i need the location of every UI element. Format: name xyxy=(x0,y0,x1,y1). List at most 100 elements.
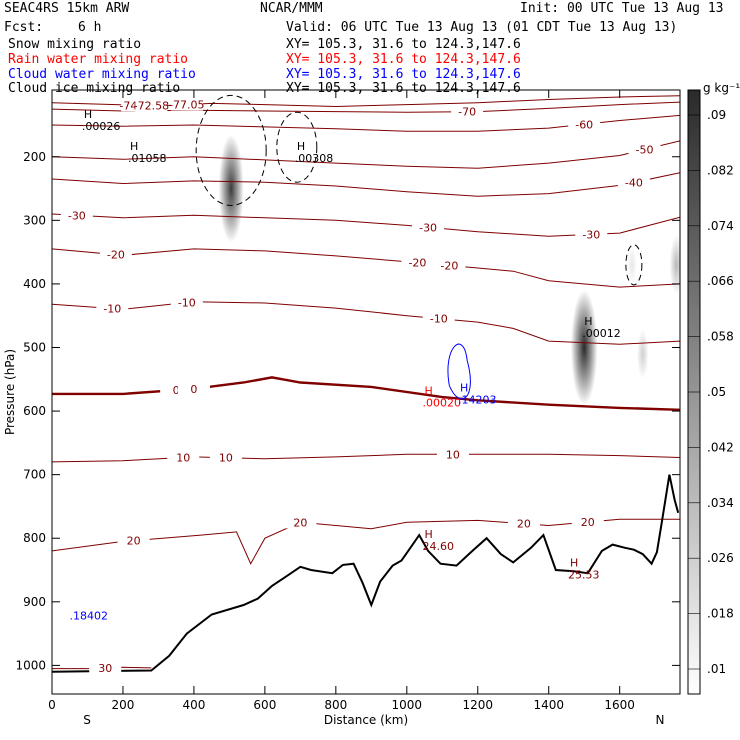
x-tick-label-2: 400 xyxy=(182,698,205,712)
extrema-mark-2: H xyxy=(297,140,305,153)
isotherm-label-bg-7 xyxy=(60,209,93,222)
extrema-value-6: .00020 xyxy=(423,397,462,410)
colorbar-level-5: .05 xyxy=(707,385,726,399)
isotherm--40-4 xyxy=(52,172,680,197)
extrema-mark-5: H xyxy=(570,556,578,569)
y-tick-label-8: 1000 xyxy=(15,658,46,672)
isotherm-label-bg-22 xyxy=(117,534,150,547)
extrema-value-4: 24.60 xyxy=(423,540,455,553)
field-name-cloud-ice: Cloud ice mixing ratio xyxy=(8,81,181,96)
extrema-mark-0: H xyxy=(84,108,92,121)
isotherm-label-bg-12 xyxy=(433,259,466,272)
isotherm-label-bg-21 xyxy=(284,516,317,529)
north-end-label: N xyxy=(656,713,665,727)
y-axis-label: Pressure (hPa) xyxy=(3,349,17,435)
axes: 0 200 400 600 800 1000 1200 1400 160020030040050… xyxy=(3,89,681,727)
isotherm--20-6 xyxy=(52,248,680,288)
forecast-label: Fcst: xyxy=(4,20,44,35)
isotherm-label-15: -10 xyxy=(430,313,448,326)
isotherm-label-bg-11 xyxy=(401,256,434,269)
isotherm-label-bg-10 xyxy=(99,248,132,261)
isotherm-label-bg-2 xyxy=(135,99,168,112)
x-tick-label-4: 800 xyxy=(324,698,347,712)
extrema-mark-3: H xyxy=(584,315,592,328)
isotherm-label-18: 10 xyxy=(176,451,190,464)
x-tick-label-1: 200 xyxy=(112,698,135,712)
isotherm-label-bg-9 xyxy=(575,228,608,241)
isotherm-label-4: -60 xyxy=(575,118,593,131)
field-name-rain: Rain water mixing ratio xyxy=(8,52,189,67)
colorbar-level-4: .042 xyxy=(707,440,734,454)
snow-max-1 xyxy=(570,289,598,406)
isotherm-label-19: 10 xyxy=(219,452,233,465)
extrema-value-7: .14203 xyxy=(458,394,497,407)
isotherm-label-6: -40 xyxy=(625,176,643,189)
y-tick-label-6: 800 xyxy=(23,531,46,545)
ice-contour-0 xyxy=(195,94,267,206)
extrema-value-8: .18402 xyxy=(70,610,109,623)
y-tick-label-5: 700 xyxy=(23,468,46,482)
plot-frame xyxy=(51,89,681,695)
y-tick-label-3: 500 xyxy=(23,340,46,354)
extrema-value-3: .00012 xyxy=(582,327,621,340)
extrema-mark-7: H xyxy=(460,382,468,395)
isotherm-label-25: 30 xyxy=(98,662,112,675)
x-tick-label-7: 1400 xyxy=(533,698,564,712)
isotherm-label-bg-13 xyxy=(96,302,129,315)
valid-time: Valid: 06 UTC Tue 13 Aug 13 (01 CDT Tue … xyxy=(286,20,678,35)
colorbar-level-1: .018 xyxy=(707,607,734,621)
extrema-mark-6: H xyxy=(425,385,433,398)
extrema-mark-1: H xyxy=(130,140,138,153)
isotherm-label-bg-5 xyxy=(628,143,661,156)
isotherm-label-bg-24 xyxy=(571,516,604,529)
x-tick-label-3: 600 xyxy=(253,698,276,712)
isotherm-10-9 xyxy=(52,453,680,463)
isotherm-label-bg-17 xyxy=(177,382,210,395)
x-tick-label-6: 1200 xyxy=(462,698,493,712)
organization-label: NCAR/MMM xyxy=(260,1,323,16)
colorbar-level-0: .01 xyxy=(707,662,726,676)
isotherm-label-14: -10 xyxy=(178,296,196,309)
colorbar-level-9: .082 xyxy=(707,163,734,177)
terrain-line xyxy=(52,474,680,673)
colorbar-level-6: .058 xyxy=(707,330,734,344)
x-axis-label: Distance (km) xyxy=(324,713,408,727)
isotherm-label-bg-6 xyxy=(617,176,650,189)
extrema-value-5: 25.53 xyxy=(568,568,600,581)
y-tick-label-1: 300 xyxy=(23,213,46,227)
field-xy-snow: XY= 105.3, 31.6 to 124.3,147.6 xyxy=(286,37,521,52)
colorbar-level-8: .074 xyxy=(707,219,734,233)
isotherm-label-10: -20 xyxy=(107,249,125,262)
isotherm--50-3 xyxy=(52,140,680,169)
isotherm-label-9: -30 xyxy=(582,228,600,241)
colorbar-level-10: .09 xyxy=(707,108,726,122)
isotherm-label-5: -50 xyxy=(636,143,654,156)
snow-max-2 xyxy=(636,328,649,379)
colorbar-level-7: .066 xyxy=(707,274,734,288)
cloud-water-contour xyxy=(447,343,471,400)
snow-max-0 xyxy=(218,134,244,243)
x-tick-label-5: 1000 xyxy=(392,698,423,712)
isotherm-label-7: -30 xyxy=(68,209,86,222)
y-tick-label-2: 400 xyxy=(23,277,46,291)
ice-contour-2 xyxy=(625,244,643,286)
plot-contents: -77.05-74.64-72.58-70-60-50-40-30-30-30-… xyxy=(52,94,680,675)
model-title: SEAC4RS 15km ARW xyxy=(4,1,130,16)
y-tick-label-7: 900 xyxy=(23,595,46,609)
snow-max-3 xyxy=(627,244,637,286)
isotherm-label-16: 0 xyxy=(173,384,180,397)
colorbar: g kg⁻¹ .01 .018 .026 .034 .042 .05 .058 .066 .074… xyxy=(687,81,740,695)
forecast-hour: 6 h xyxy=(78,20,102,35)
isotherm-label-bg-15 xyxy=(422,312,455,325)
ice-contour-1 xyxy=(276,111,318,183)
isotherm-label-bg-25 xyxy=(89,661,122,674)
isotherm-label-bg-4 xyxy=(568,118,601,131)
isotherm-label-2: -72.58 xyxy=(134,100,169,113)
field-name-cloud-water: Cloud water mixing ratio xyxy=(8,67,196,82)
x-tick-label-8: 1600 xyxy=(604,698,635,712)
south-end-label: S xyxy=(83,713,91,727)
isotherm-label-24: 20 xyxy=(581,516,595,529)
isotherm-label-8: -30 xyxy=(419,221,437,234)
isotherm-label-11: -20 xyxy=(408,257,426,270)
